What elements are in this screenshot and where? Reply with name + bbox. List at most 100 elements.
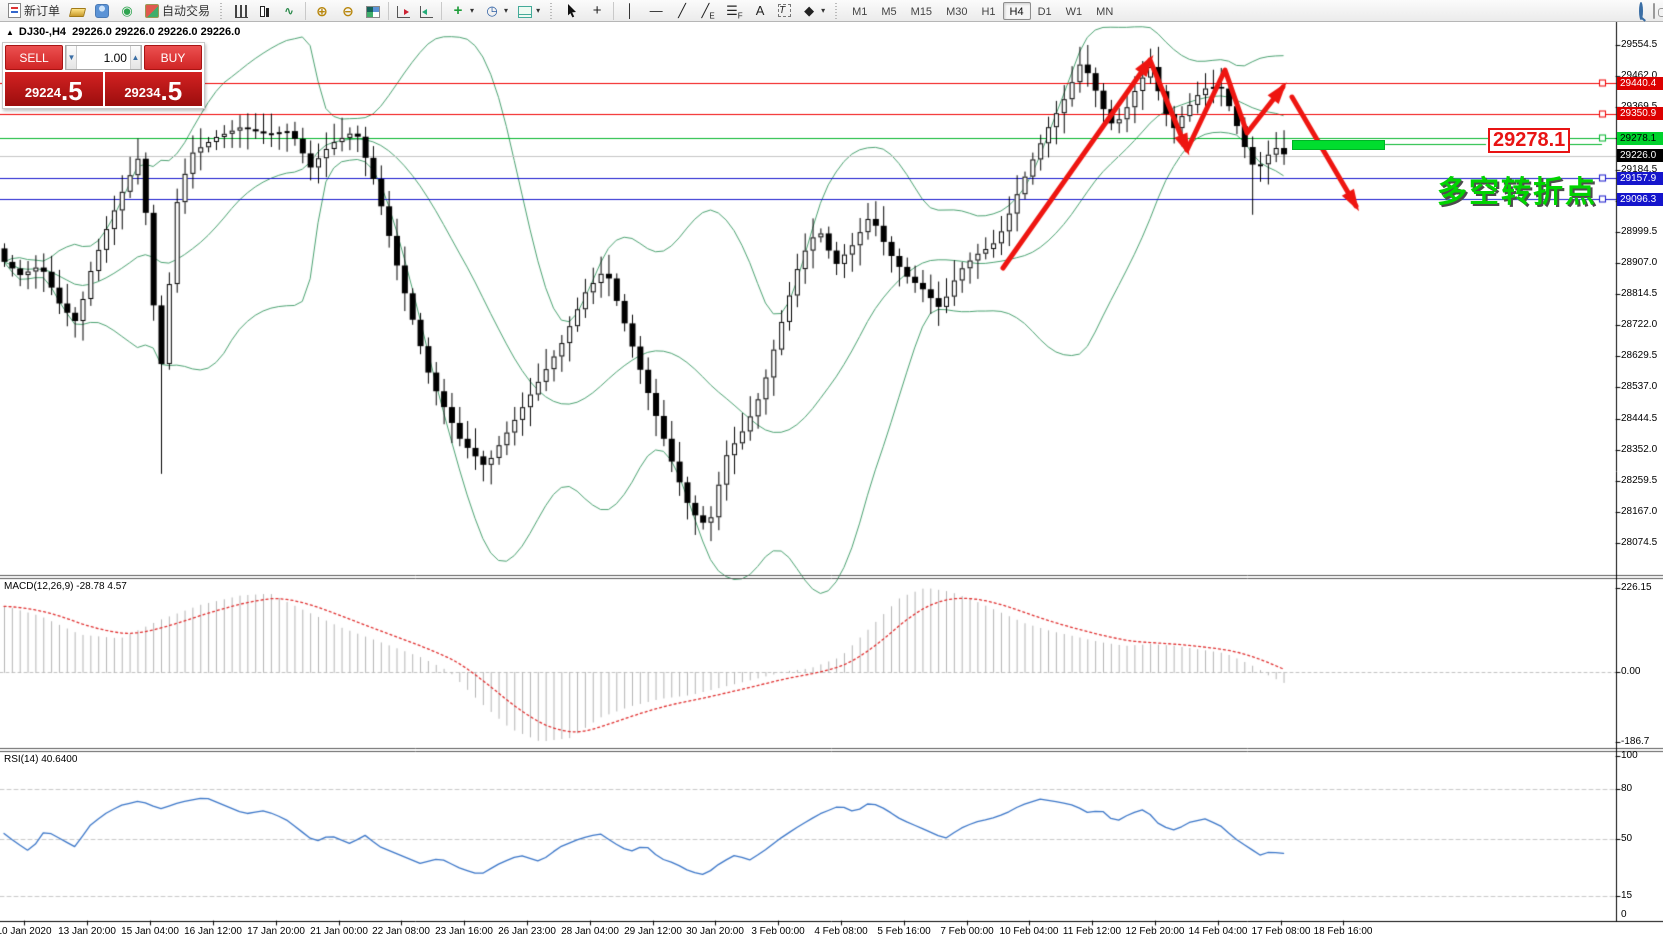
buy-price-box[interactable]: 29234.5 [104, 72, 202, 106]
timeframe-m1-button[interactable]: M1 [852, 5, 868, 18]
candlestick-chart-button[interactable] [253, 1, 276, 21]
market-watch-button[interactable] [65, 1, 90, 21]
chart-ohlc-readout: ▲ DJ30-,H4 29226.0 29226.0 29226.0 29226.… [6, 26, 240, 38]
search-button[interactable] [1639, 1, 1643, 20]
auto-scroll-button[interactable] [392, 1, 415, 21]
time-axis-label: 17 Jan 20:00 [247, 926, 305, 937]
periods-button[interactable]: ◷ ▾ [479, 1, 513, 21]
text-label-tool-button[interactable]: T [773, 1, 796, 21]
rsi-axis-tick: 50 [1621, 832, 1633, 844]
arrows-tool-button[interactable]: ◆ ▾ [796, 1, 830, 21]
price-axis-tick: 28814.5 [1621, 288, 1658, 299]
price-axis-tick: 28907.0 [1621, 256, 1658, 268]
timeframe-m30-button[interactable]: M30 [946, 5, 968, 18]
price-axis-tick: 28537.0 [1621, 381, 1658, 393]
time-axis-label: 29 Jan 12:00 [624, 926, 682, 937]
toolbar-grip [220, 2, 226, 19]
sell-price-main: 29224 [24, 85, 61, 100]
chat-icon [1653, 2, 1655, 19]
time-axis-label: 28 Jan 04:00 [561, 926, 619, 937]
buy-button[interactable]: BUY [144, 45, 202, 70]
search-icon [1639, 1, 1643, 20]
new-order-icon [8, 3, 21, 18]
time-axis-label: 14 Feb 04:00 [1188, 926, 1248, 937]
time-axis-label: 5 Feb 16:00 [877, 926, 931, 937]
rsi-axis-tick: 15 [1621, 890, 1633, 902]
chart-shift-icon [420, 5, 434, 18]
timeframe-w1-button[interactable]: W1 [1065, 5, 1083, 18]
fibonacci-icon: ☰F [726, 2, 743, 21]
timeframe-m15-button[interactable]: M15 [910, 5, 933, 18]
price-callout-box[interactable]: 29278.1 [1488, 128, 1571, 153]
turning-point-annotation: 多空转折点 [1437, 176, 1597, 209]
buy-price-main: 29234 [124, 85, 161, 100]
volume-input[interactable] [77, 46, 130, 69]
price-axis-tick: 29462.0 [1621, 70, 1658, 82]
new-order-button[interactable]: 新订单 [3, 1, 65, 21]
symbol-period-label: DJ30-,H4 [18, 26, 66, 38]
volume-increase-button[interactable]: ▲ [129, 46, 141, 69]
price-axis-tick: 28722.0 [1621, 319, 1658, 331]
signals-button[interactable]: ◉ [114, 1, 140, 21]
rsi-axis-tick: 100 [1621, 750, 1638, 762]
indicators-button[interactable]: + ▾ [445, 1, 479, 21]
caret-down-icon: ▾ [821, 6, 826, 15]
line-chart-button[interactable]: ∿ [276, 1, 302, 21]
price-level-badge: 29350.9 [1617, 107, 1663, 120]
vertical-line-tool-button[interactable]: │ [617, 1, 643, 21]
profile-button[interactable] [90, 1, 114, 21]
horizontal-line-tool-button[interactable]: — [643, 1, 669, 21]
clock-icon: ◷ [486, 2, 498, 18]
profile-icon [95, 4, 110, 18]
template-icon [518, 5, 533, 18]
bar-chart-button[interactable] [230, 1, 253, 21]
timeframe-h1-button[interactable]: H1 [981, 5, 996, 18]
crosshair-tool-button[interactable]: + [584, 1, 610, 21]
autotrading-button[interactable]: 自动交易 [140, 1, 215, 21]
sell-button[interactable]: SELL [5, 45, 63, 70]
macd-axis-tick: 226.15 [1621, 582, 1652, 593]
chart-shift-button[interactable] [415, 1, 438, 21]
zoom-out-button[interactable]: ⊖ [335, 1, 361, 21]
caret-down-icon: ▾ [536, 6, 541, 15]
timeframe-d1-button[interactable]: D1 [1037, 5, 1052, 18]
candlestick-icon [258, 4, 271, 18]
add-indicator-icon: + [453, 1, 463, 19]
fibonacci-tool-button[interactable]: ☰F [721, 1, 747, 21]
templates-button[interactable]: ▾ [513, 1, 545, 21]
text-tool-button[interactable]: A [747, 1, 773, 21]
time-axis-label: 21 Jan 00:00 [310, 926, 368, 937]
price-axis-tick: 28629.5 [1621, 350, 1658, 362]
time-axis-label: 3 Feb 00:00 [751, 926, 805, 937]
rsi-axis-tick: 80 [1621, 783, 1633, 795]
auto-scroll-icon [397, 5, 411, 18]
text-icon: A [755, 2, 765, 18]
collapse-arrow-icon[interactable]: ▲ [6, 28, 14, 37]
price-axis-tick: 28074.5 [1621, 537, 1658, 548]
price-level-badge: 29440.4 [1617, 76, 1663, 90]
cursor-icon [568, 4, 577, 18]
chart-canvas[interactable] [0, 22, 1663, 946]
trendline-tool-button[interactable]: ╱ [669, 1, 695, 21]
timeframe-toolbar: M1 M5 M15 M30 H1 H4 D1 W1 MN [842, 0, 1123, 22]
timeframe-h4-button[interactable]: H4 [1002, 1, 1031, 20]
caret-down-icon: ▾ [504, 6, 509, 15]
price-level-badge: 29157.9 [1617, 171, 1663, 185]
equidistant-channel-icon: ╱E [701, 2, 715, 21]
one-click-trading-panel: SELL ▼ ▲ BUY 29224.5 29234.5 [2, 42, 205, 109]
timeframe-m5-button[interactable]: M5 [881, 5, 897, 18]
time-axis-label: 30 Jan 20:00 [686, 926, 744, 937]
zoom-in-button[interactable]: ⊕ [309, 1, 335, 21]
tile-windows-button[interactable] [361, 1, 385, 21]
price-level-badge: 29278.1 [1617, 131, 1663, 145]
caret-down-icon: ▾ [470, 6, 475, 15]
sell-price-box[interactable]: 29224.5 [5, 72, 103, 106]
channel-tool-button[interactable]: ╱E [695, 1, 721, 21]
time-axis-label: 7 Feb 00:00 [940, 926, 994, 937]
timeframe-mn-button[interactable]: MN [1096, 5, 1114, 18]
time-axis-label: 22 Jan 08:00 [372, 926, 430, 937]
volume-decrease-button[interactable]: ▼ [66, 46, 78, 69]
cursor-tool-button[interactable] [560, 1, 584, 21]
chat-button[interactable] [1653, 2, 1655, 19]
support-zone-bar[interactable] [1292, 140, 1385, 150]
